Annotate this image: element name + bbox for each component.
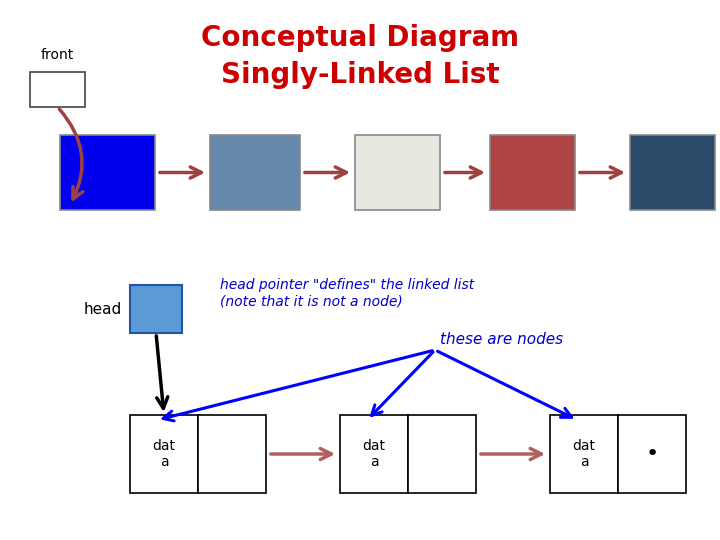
- Text: Singly-Linked List: Singly-Linked List: [221, 61, 499, 89]
- Text: dat
a: dat a: [572, 439, 595, 469]
- FancyBboxPatch shape: [210, 135, 300, 210]
- FancyBboxPatch shape: [60, 135, 155, 210]
- FancyBboxPatch shape: [355, 135, 440, 210]
- Text: head: head: [84, 301, 122, 316]
- FancyBboxPatch shape: [30, 72, 85, 107]
- FancyBboxPatch shape: [490, 135, 575, 210]
- Text: dat
a: dat a: [153, 439, 176, 469]
- FancyBboxPatch shape: [408, 415, 476, 493]
- Text: Conceptual Diagram: Conceptual Diagram: [201, 24, 519, 52]
- FancyBboxPatch shape: [550, 415, 618, 493]
- Text: dat
a: dat a: [362, 439, 385, 469]
- Text: these are nodes: these are nodes: [440, 333, 563, 348]
- FancyBboxPatch shape: [130, 285, 182, 333]
- FancyBboxPatch shape: [340, 415, 408, 493]
- FancyBboxPatch shape: [130, 415, 198, 493]
- Text: •: •: [645, 444, 659, 464]
- Text: front: front: [40, 48, 73, 62]
- Text: head pointer "defines" the linked list
(note that it is not a node): head pointer "defines" the linked list (…: [220, 278, 474, 308]
- FancyBboxPatch shape: [618, 415, 686, 493]
- FancyBboxPatch shape: [630, 135, 715, 210]
- FancyBboxPatch shape: [198, 415, 266, 493]
